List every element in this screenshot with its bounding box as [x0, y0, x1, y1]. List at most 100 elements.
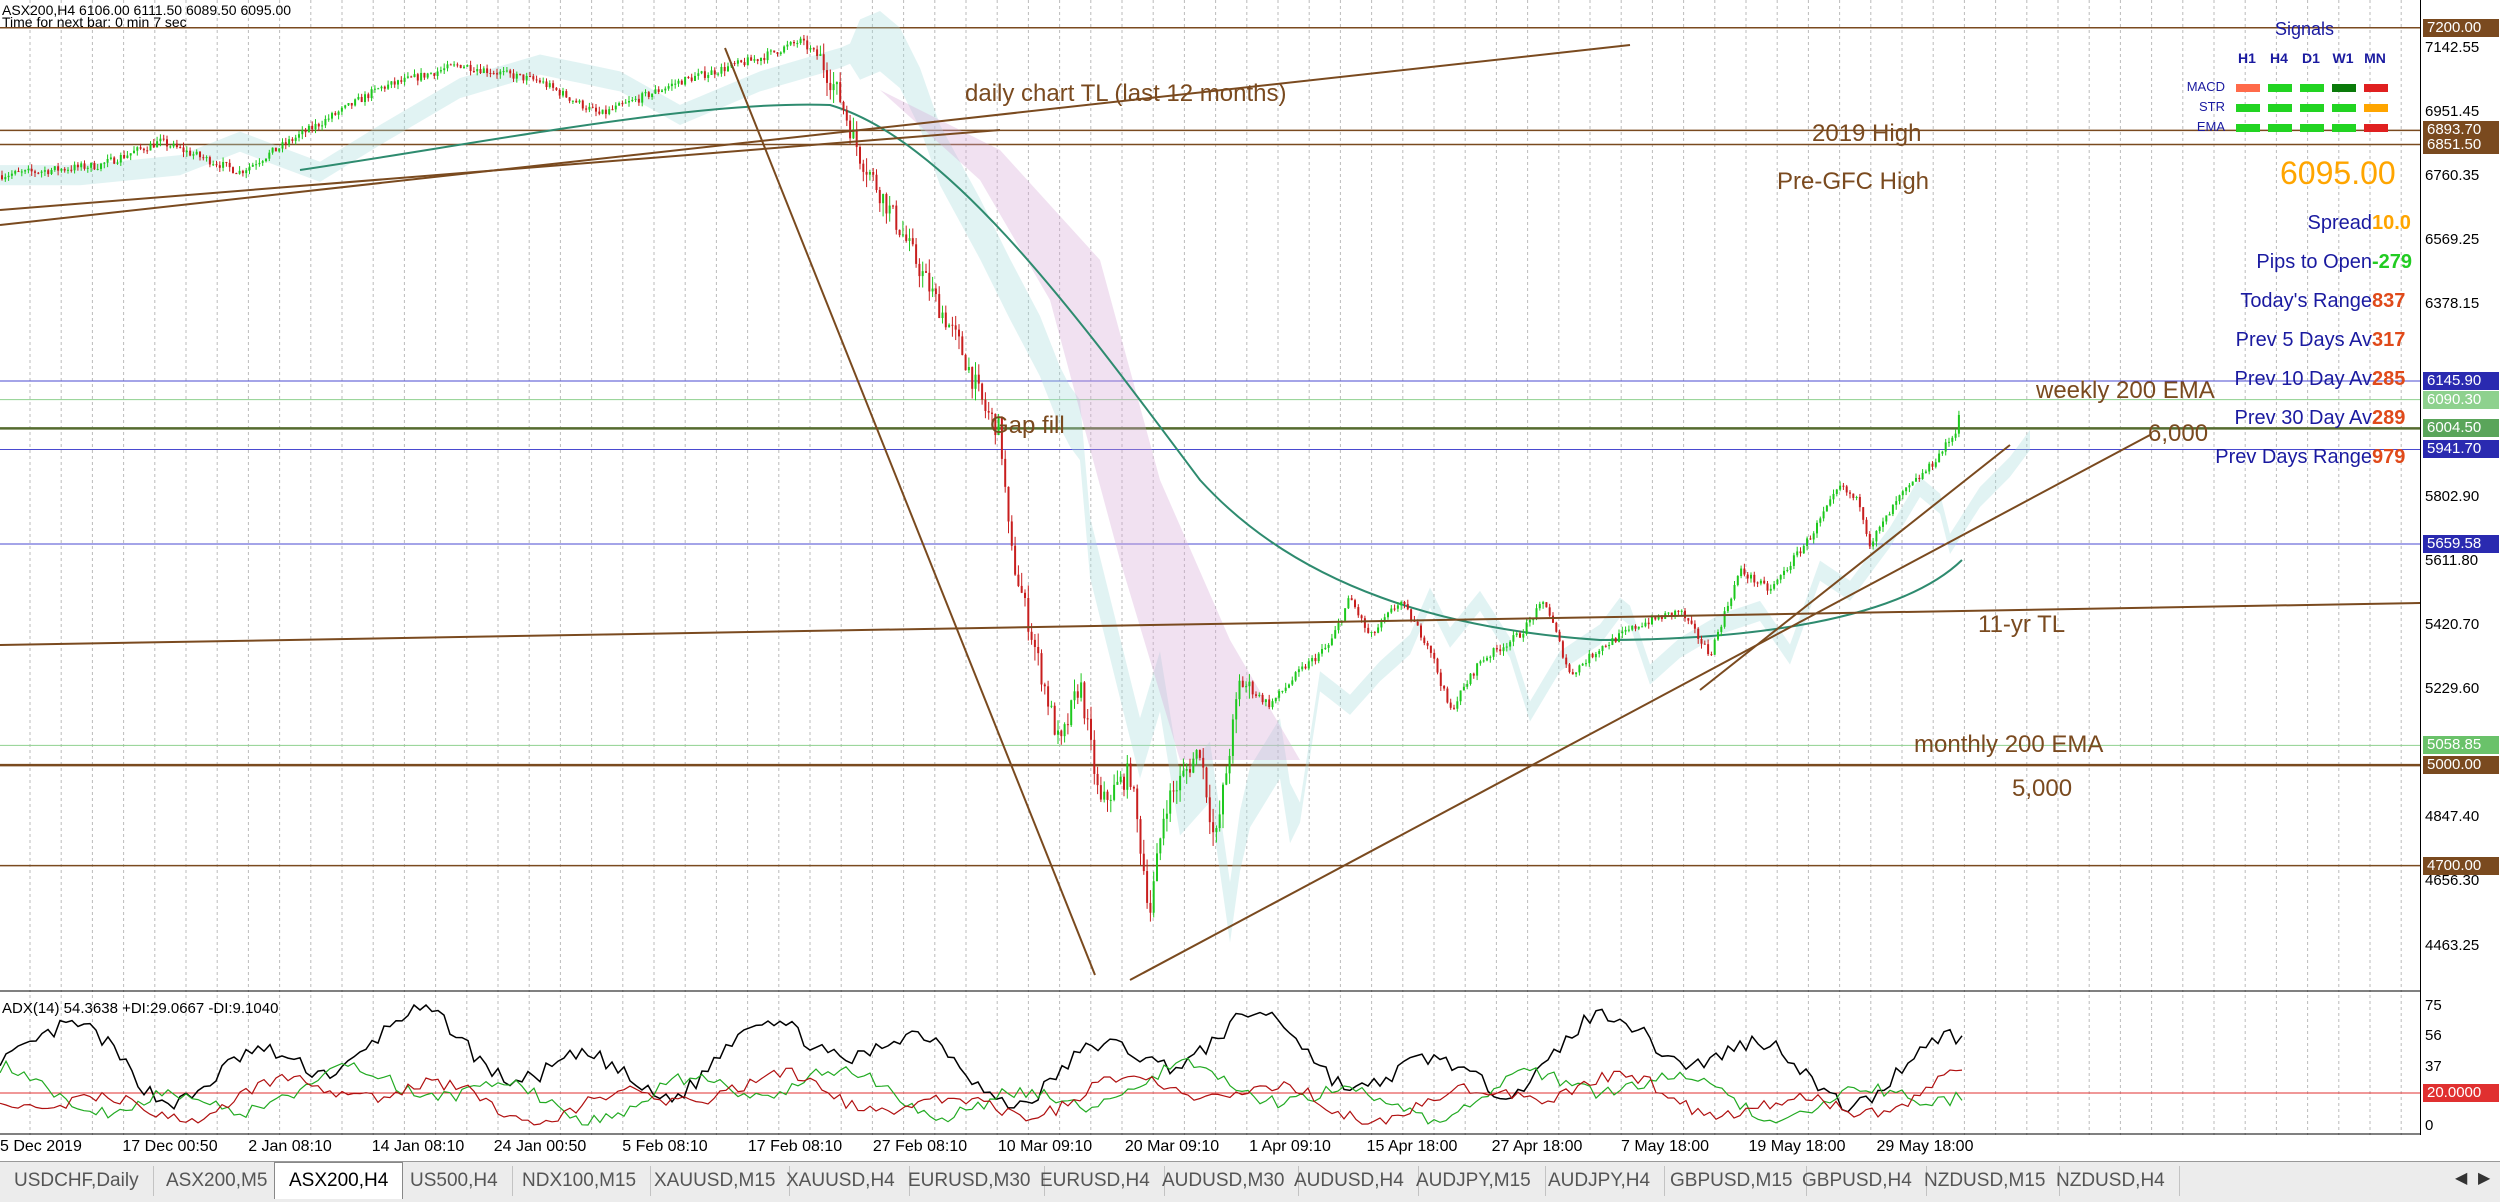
candle-body	[532, 76, 535, 80]
trendline-3[interactable]	[724, 47, 1096, 976]
tab-ndx100-m15[interactable]: NDX100,M15	[508, 1166, 652, 1196]
candle-body	[1552, 615, 1554, 623]
candle-body	[1717, 631, 1719, 640]
candle-body	[984, 399, 987, 411]
candle-body	[1931, 463, 1934, 467]
candle-body	[1680, 610, 1683, 612]
candle-body	[697, 73, 700, 76]
candle-body	[1449, 702, 1452, 708]
candle-body	[17, 171, 20, 173]
tab-asx200-m5[interactable]: ASX200,M5	[152, 1166, 283, 1196]
price-axis[interactable]: 7333.657142.556951.456760.356569.256378.…	[2420, 0, 2500, 1135]
time-label: 15 Apr 18:00	[1366, 1138, 1458, 1155]
candle-body	[1208, 797, 1211, 823]
candle-body	[1360, 615, 1363, 619]
candle-body	[670, 83, 673, 87]
candle-body	[647, 92, 650, 97]
tab-audusd-m30[interactable]: AUDUSD,M30	[1148, 1166, 1300, 1196]
candle-body	[1057, 730, 1059, 735]
candle-body	[872, 171, 875, 175]
candle-body	[595, 107, 597, 112]
candle-body	[802, 38, 805, 41]
candle-body	[1390, 608, 1393, 613]
candle-body	[433, 73, 436, 76]
tab-xauusd-m15[interactable]: XAUUSD,M15	[640, 1166, 791, 1196]
candle-body	[911, 238, 914, 245]
candle-body	[304, 130, 307, 133]
info-label-0: Spread	[2307, 212, 2373, 234]
candle-body	[1350, 598, 1353, 601]
price-chart[interactable]	[0, 0, 2420, 992]
candle-body	[799, 38, 802, 44]
tab-gbpusd-h4[interactable]: GBPUSD,H4	[1788, 1166, 1927, 1196]
candle-body	[614, 105, 617, 110]
candle-body	[1469, 673, 1472, 684]
tab-nzdusd-h4[interactable]: NZDUSD,H4	[2042, 1166, 2180, 1196]
current-price: 6095.00	[2280, 155, 2396, 191]
candle-body	[1792, 555, 1795, 566]
tab-audjpy-m15[interactable]: AUDJPY,M15	[1402, 1166, 1546, 1196]
candle-body	[1255, 694, 1257, 696]
candle-body	[710, 70, 713, 75]
candle-body	[1594, 653, 1597, 658]
candle-body	[1066, 724, 1069, 726]
candle-body	[1482, 660, 1485, 662]
candle-body	[1776, 579, 1779, 585]
candle-body	[865, 171, 868, 175]
signal-cell-str-w1	[2332, 104, 2356, 112]
tab-eurusd-h4[interactable]: EURUSD,H4	[1026, 1166, 1165, 1196]
candle-body	[707, 74, 710, 78]
candle-body	[1264, 699, 1267, 703]
candle-body	[1624, 629, 1627, 632]
annotation-2019-high: 2019 High	[1812, 120, 1922, 147]
candle-body	[928, 272, 931, 292]
adx-label: ADX(14) 54.3638 +DI:29.0667 -DI:9.1040	[2, 1000, 279, 1017]
tab-scroll-left-icon[interactable]: ◀	[2455, 1170, 2468, 1187]
candle-body	[307, 125, 310, 133]
tab-gbpusd-m15[interactable]: GBPUSD,M15	[1656, 1166, 1808, 1196]
candle-body	[27, 168, 30, 171]
candle-body	[1271, 701, 1274, 708]
adx-indicator-pane[interactable]	[0, 995, 2420, 1135]
candle-body	[588, 106, 591, 110]
candle-body	[1816, 522, 1818, 534]
candle-body	[1476, 663, 1479, 676]
tab-eurusd-m30[interactable]: EURUSD,M30	[894, 1166, 1046, 1196]
tab-audusd-h4[interactable]: AUDUSD,H4	[1280, 1166, 1419, 1196]
candle-body	[1746, 574, 1749, 579]
candle-body	[400, 80, 403, 82]
tab-scroll-right-icon[interactable]: ▶	[2478, 1170, 2491, 1187]
trendline-1[interactable]	[0, 129, 1001, 211]
tab-xauusd-h4[interactable]: XAUUSD,H4	[772, 1166, 910, 1196]
candle-body	[149, 143, 152, 151]
trendline-0[interactable]	[0, 44, 1631, 226]
tab-audjpy-h4[interactable]: AUDJPY,H4	[1534, 1166, 1666, 1196]
candle-body	[301, 130, 304, 135]
candle-body	[1519, 633, 1521, 638]
candle-body	[1222, 784, 1224, 815]
tab-asx200-h4[interactable]: ASX200,H4	[274, 1162, 404, 1199]
candle-body	[736, 60, 739, 64]
candle-body	[1231, 719, 1234, 756]
candle-body	[1710, 654, 1713, 656]
trendline-2[interactable]	[0, 602, 2420, 646]
candle-body	[1, 175, 3, 180]
candle-body	[1509, 641, 1512, 647]
candle-body	[479, 69, 482, 73]
trendline-5[interactable]	[1699, 444, 2011, 691]
candle-body	[1195, 750, 1198, 759]
trendline-4[interactable]	[1129, 434, 2151, 981]
candle-body	[486, 68, 489, 74]
tab-us500-h4[interactable]: US500,H4	[396, 1166, 513, 1196]
tab-nzdusd-m15[interactable]: NZDUSD,M15	[1910, 1166, 2061, 1196]
plus-di-line	[0, 1057, 1963, 1126]
candle-body	[931, 288, 934, 292]
candle-body	[558, 89, 561, 96]
candle-body	[1443, 685, 1446, 689]
candle-body	[1377, 627, 1380, 633]
time-label: 10 Mar 09:10	[997, 1138, 1093, 1155]
tab-usdchf-daily[interactable]: USDCHF,Daily	[0, 1166, 154, 1196]
candle-body	[63, 168, 66, 171]
annotation-5000: 5,000	[2012, 775, 2073, 802]
candle-body	[126, 155, 129, 158]
